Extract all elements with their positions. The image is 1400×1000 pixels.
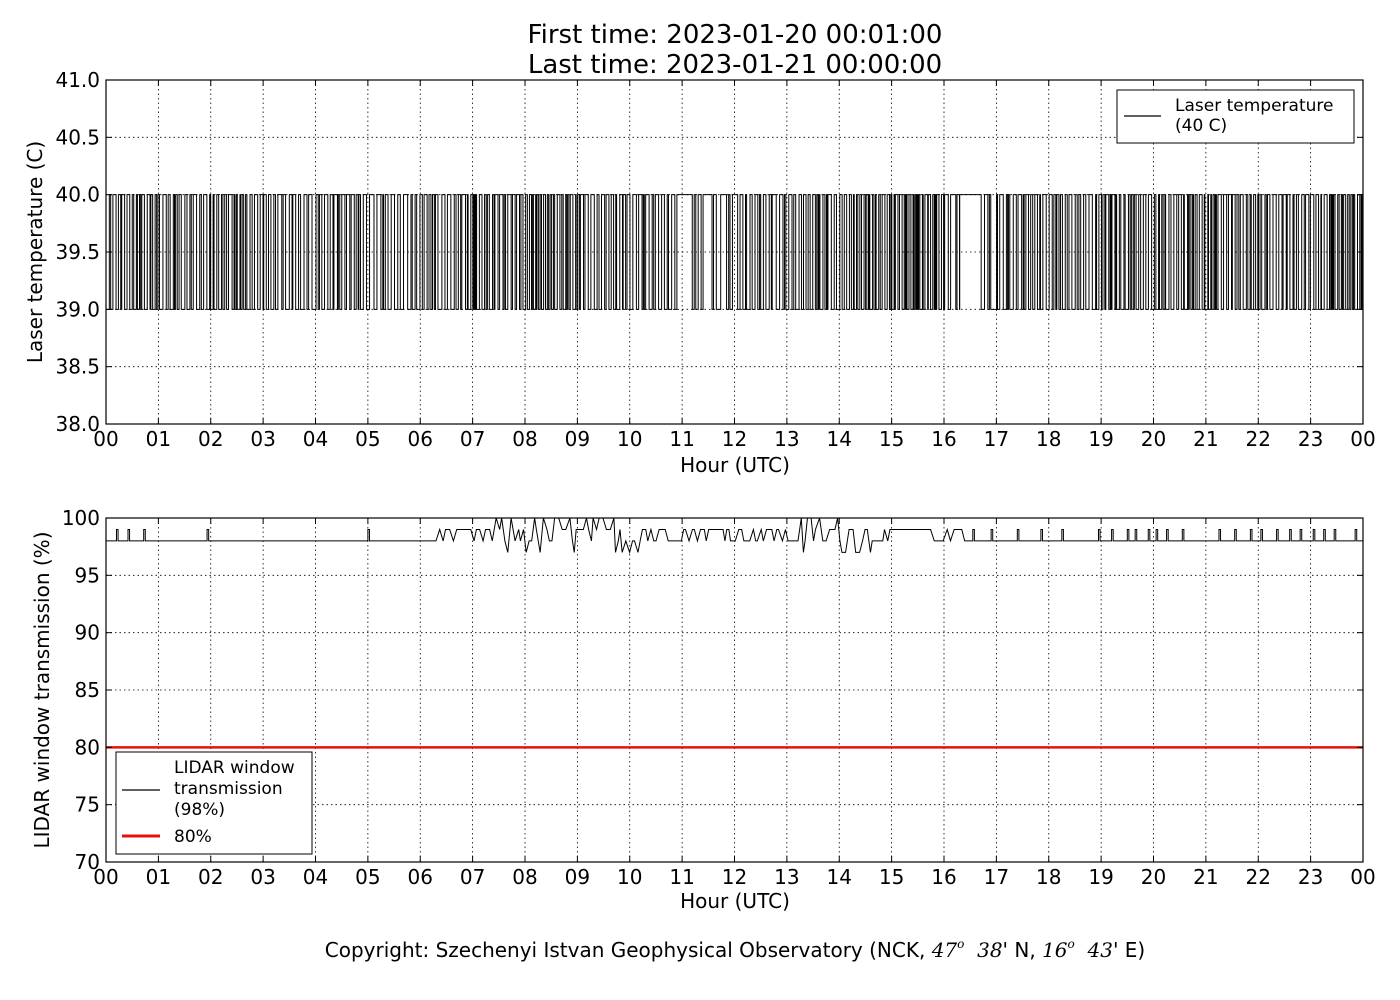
x-tick-label: 10 xyxy=(617,427,642,451)
x-tick-label: 03 xyxy=(250,427,275,451)
longitude-minutes: 43 xyxy=(1086,938,1112,962)
x-tick-label: 18 xyxy=(1036,865,1061,889)
x-tick-label: 13 xyxy=(774,427,799,451)
x-tick-label: 03 xyxy=(250,865,275,889)
title-first-time: First time: 2023-01-20 00:01:00 xyxy=(528,20,943,50)
laser-temperature-legend-label-line1: Laser temperature xyxy=(1175,96,1333,116)
x-tick-label: 09 xyxy=(565,865,590,889)
latitude-direction: ' N, xyxy=(1003,938,1043,962)
x-tick-label: 20 xyxy=(1141,865,1166,889)
latitude-minutes: 38 xyxy=(977,938,1002,962)
y-tick-label: 38.5 xyxy=(55,355,100,379)
y-tick-label: 41.0 xyxy=(55,68,100,92)
x-tick-label: 15 xyxy=(879,427,904,451)
longitude-direction: ' E) xyxy=(1113,938,1145,962)
x-tick-label: 13 xyxy=(774,865,799,889)
copyright-footer: Copyright: Szechenyi Istvan Geophysical … xyxy=(325,937,1145,962)
x-tick-label: 22 xyxy=(1246,427,1271,451)
y-tick-label: 90 xyxy=(75,621,100,645)
laser-temperature-panel: 00 01 02 03 04 05 06 07 08 09 10 11 12 13 14 15 16 17 18 19… xyxy=(23,68,1376,477)
x-tick-label: 11 xyxy=(669,865,694,889)
x-tick-label: 11 xyxy=(669,427,694,451)
latitude-degrees: 47 xyxy=(931,938,958,962)
x-tick-label: 01 xyxy=(146,427,171,451)
y-tick-label: 39.5 xyxy=(55,240,100,264)
lidar-transmission-legend: LIDAR window transmission (98%) 80% xyxy=(115,751,313,855)
y-tick-label: 95 xyxy=(75,563,100,587)
laser-temperature-xlabel: Hour (UTC) xyxy=(680,453,790,477)
x-tick-label: 04 xyxy=(303,865,328,889)
laser-temperature-line xyxy=(107,194,1363,310)
longitude-degrees: 16 xyxy=(1042,938,1068,962)
lidar-transmission-legend-label-line1: LIDAR window xyxy=(174,758,295,778)
x-tick-label: 15 xyxy=(879,865,904,889)
laser-temperature-legend-label-line2: (40 C) xyxy=(1175,116,1227,136)
x-tick-label: 08 xyxy=(512,865,537,889)
laser-temperature-ticks: 00 01 02 03 04 05 06 07 08 09 10 11 12 13 14 15 16 17 18 19… xyxy=(55,68,1375,451)
y-tick-label: 40.0 xyxy=(55,183,100,207)
x-tick-label: 14 xyxy=(827,427,852,451)
title-last-time: Last time: 2023-01-21 00:00:00 xyxy=(528,50,942,80)
y-tick-label: 40.5 xyxy=(55,125,100,149)
x-tick-label: 17 xyxy=(984,865,1009,889)
lidar-transmission-xlabel: Hour (UTC) xyxy=(680,889,790,913)
x-tick-label: 09 xyxy=(565,427,590,451)
x-tick-label: 02 xyxy=(198,427,223,451)
copyright-prefix: Copyright: Szechenyi Istvan Geophysical … xyxy=(325,938,932,962)
threshold-legend-label: 80% xyxy=(174,827,212,847)
laser-temperature-legend: Laser temperature (40 C) xyxy=(1116,89,1355,144)
longitude-degree-mark: o xyxy=(1068,937,1075,951)
y-tick-label: 75 xyxy=(75,793,100,817)
lidar-transmission-panel: 00 01 02 03 04 05 06 07 08 09 10 11 12 13 14 15 16 17 18 19… xyxy=(30,506,1376,913)
x-tick-label: 00 xyxy=(93,427,118,451)
y-tick-label: 39.0 xyxy=(55,297,100,321)
x-tick-label: 19 xyxy=(1088,427,1113,451)
x-tick-label: 02 xyxy=(198,865,223,889)
x-tick-label: 21 xyxy=(1193,865,1218,889)
y-tick-label: 38.0 xyxy=(55,412,100,436)
laser-temperature-plot-area xyxy=(107,194,1363,310)
x-tick-label: 16 xyxy=(931,427,956,451)
x-tick-label: 01 xyxy=(146,865,171,889)
x-tick-label: 19 xyxy=(1088,865,1113,889)
x-tick-label: 20 xyxy=(1141,427,1166,451)
y-tick-label: 85 xyxy=(75,678,100,702)
x-tick-label: 00 xyxy=(93,865,118,889)
x-tick-label: 05 xyxy=(355,427,380,451)
latitude-degree-mark: o xyxy=(957,937,964,951)
x-tick-label: 17 xyxy=(984,427,1009,451)
lidar-transmission-ticks: 00 01 02 03 04 05 06 07 08 09 10 11 12 13 14 15 16 17 18 19… xyxy=(62,506,1376,889)
x-tick-label: 06 xyxy=(408,427,433,451)
lidar-transmission-ylabel: LIDAR window transmission (%) xyxy=(30,532,54,849)
x-tick-label: 22 xyxy=(1246,865,1271,889)
x-tick-label: 12 xyxy=(722,427,747,451)
x-tick-label: 21 xyxy=(1193,427,1218,451)
lidar-transmission-grid xyxy=(106,518,1363,862)
x-tick-label: 16 xyxy=(931,865,956,889)
x-tick-label: 05 xyxy=(355,865,380,889)
x-tick-label: 18 xyxy=(1036,427,1061,451)
x-tick-label: 07 xyxy=(460,865,485,889)
laser-temperature-ylabel: Laser temperature (C) xyxy=(23,141,47,363)
y-tick-label: 80 xyxy=(75,735,100,759)
x-tick-label: 12 xyxy=(722,865,747,889)
x-tick-label: 04 xyxy=(303,427,328,451)
lidar-transmission-legend-label-line3: (98%) xyxy=(174,800,225,820)
x-tick-label: 07 xyxy=(460,427,485,451)
x-tick-label: 23 xyxy=(1298,865,1323,889)
y-tick-label: 100 xyxy=(62,506,100,530)
x-tick-label: 08 xyxy=(512,427,537,451)
x-tick-label: 14 xyxy=(827,865,852,889)
x-tick-label: 10 xyxy=(617,865,642,889)
x-tick-label: 06 xyxy=(408,865,433,889)
x-tick-label: 23 xyxy=(1298,427,1323,451)
x-tick-label: 00 xyxy=(1350,427,1375,451)
y-tick-label: 70 xyxy=(75,850,100,874)
x-tick-label: 00 xyxy=(1350,865,1375,889)
lidar-transmission-legend-label-line2: transmission xyxy=(174,779,283,799)
